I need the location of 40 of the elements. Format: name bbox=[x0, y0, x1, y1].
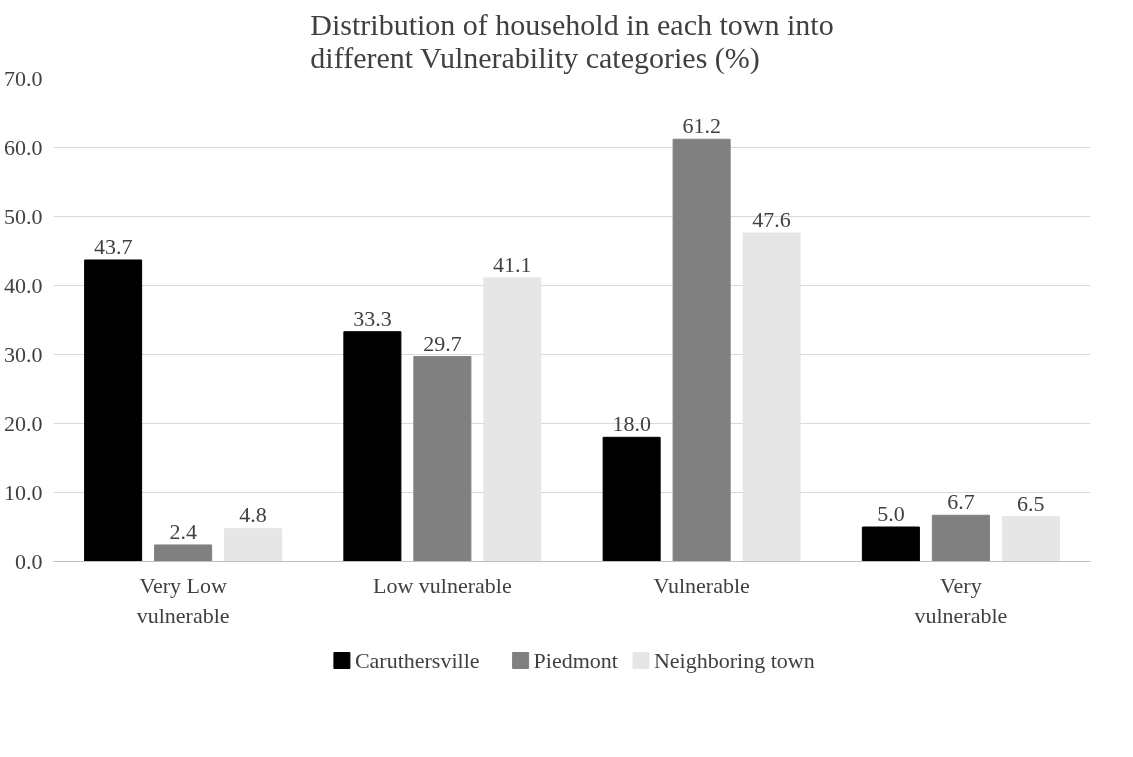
y-tick-label: 0.0 bbox=[15, 548, 43, 574]
data-label: 41.1 bbox=[493, 251, 532, 277]
x-tick-label: Very vulnerable bbox=[914, 572, 1008, 628]
y-tick-label: 50.0 bbox=[4, 203, 43, 229]
data-label: 29.7 bbox=[423, 330, 462, 356]
x-tick-label: Low vulnerable bbox=[373, 572, 512, 598]
y-tick-label: 60.0 bbox=[4, 134, 43, 160]
y-tick-label: 30.0 bbox=[4, 341, 43, 367]
legend-label: Neighboring town bbox=[653, 648, 815, 673]
bar bbox=[343, 331, 402, 562]
bar bbox=[413, 356, 472, 562]
x-tick-label: Vulnerable bbox=[653, 572, 750, 598]
bar bbox=[1001, 516, 1060, 562]
bar bbox=[602, 436, 661, 562]
y-tick-label: 70.0 bbox=[4, 65, 43, 91]
y-tick-label: 40.0 bbox=[4, 272, 43, 298]
data-label: 5.0 bbox=[877, 501, 905, 526]
bar bbox=[931, 514, 990, 562]
data-label: 61.2 bbox=[682, 113, 721, 139]
data-label: 18.0 bbox=[612, 411, 651, 437]
data-label: 33.3 bbox=[353, 305, 392, 331]
x-tick-label: Very Low vulnerable bbox=[136, 572, 230, 628]
y-tick-label: 20.0 bbox=[4, 410, 43, 436]
data-label: 47.6 bbox=[752, 207, 791, 233]
data-label: 2.4 bbox=[169, 518, 197, 544]
y-tick-label: 10.0 bbox=[4, 479, 43, 505]
legend-label: Caruthersville bbox=[354, 648, 480, 673]
legend-label: Piedmont bbox=[533, 648, 618, 673]
data-label: 6.5 bbox=[1017, 490, 1045, 516]
data-label: 43.7 bbox=[93, 233, 133, 259]
bar bbox=[224, 527, 283, 562]
chart-title: Distribution of household in each town into different Vulnerability categories (%) bbox=[310, 7, 834, 75]
bar bbox=[154, 544, 213, 562]
data-label: 6.7 bbox=[947, 489, 975, 515]
data-label: 4.8 bbox=[239, 502, 267, 528]
bar bbox=[84, 259, 143, 562]
bar bbox=[483, 277, 542, 562]
bar bbox=[861, 526, 920, 562]
bar bbox=[672, 138, 731, 562]
bar bbox=[742, 232, 801, 562]
